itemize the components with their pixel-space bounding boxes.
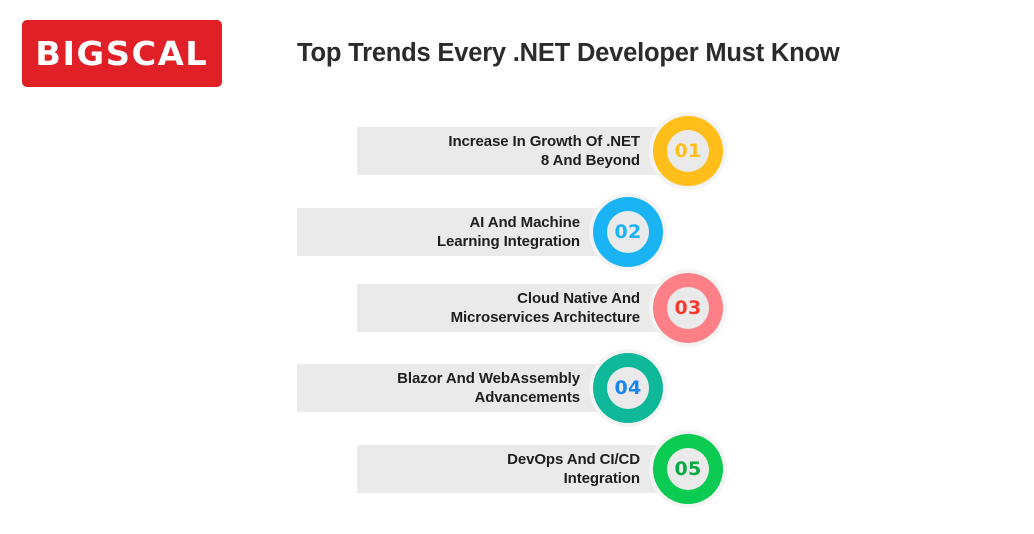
trend-label: AI And Machine Learning Integration (436, 213, 580, 251)
trend-bar: DevOps And CI/CD Integration (357, 445, 688, 493)
trend-row: AI And Machine Learning Integration 02 (297, 193, 667, 271)
trend-label: Blazor And WebAssembly Advancements (397, 369, 580, 407)
trend-row: DevOps And CI/CD Integration 05 (357, 430, 727, 508)
page-title: Top Trends Every .NET Developer Must Kno… (297, 39, 840, 67)
trend-number-badge: 05 (649, 430, 727, 508)
trend-bar: Increase In Growth Of .NET 8 And Beyond (357, 127, 688, 175)
trend-row: Blazor And WebAssembly Advancements 04 (297, 349, 667, 427)
trend-bar: Blazor And WebAssembly Advancements (297, 364, 628, 412)
trend-number-ring: 05 (653, 434, 723, 504)
trend-number-ring: 03 (653, 273, 723, 343)
trend-number-inner: 02 (607, 211, 649, 253)
trend-number-inner: 05 (667, 448, 709, 490)
trend-number-badge: 03 (649, 269, 727, 347)
trend-number-badge: 01 (649, 112, 727, 190)
trend-row: Increase In Growth Of .NET 8 And Beyond … (357, 112, 727, 190)
trend-number-ring: 04 (593, 353, 663, 423)
trend-number-inner: 04 (607, 367, 649, 409)
trend-bar: AI And Machine Learning Integration (297, 208, 628, 256)
trend-row: Cloud Native And Microservices Architect… (357, 269, 727, 347)
trend-bar: Cloud Native And Microservices Architect… (357, 284, 688, 332)
trend-number-badge: 04 (589, 349, 667, 427)
trend-label: DevOps And CI/CD Integration (507, 450, 640, 488)
trend-number-text: 01 (674, 140, 702, 162)
trend-number-text: 03 (674, 297, 702, 319)
trend-number-ring: 02 (593, 197, 663, 267)
trend-number-text: 04 (614, 377, 642, 399)
trend-label: Cloud Native And Microservices Architect… (450, 289, 641, 327)
trend-label: Increase In Growth Of .NET 8 And Beyond (448, 132, 640, 170)
trend-number-text: 05 (674, 458, 702, 480)
trend-number-text: 02 (614, 221, 642, 243)
brand-logo: BIGSCAL (22, 20, 222, 87)
trend-number-badge: 02 (589, 193, 667, 271)
brand-logo-text: BIGSCAL (35, 34, 209, 73)
trend-number-ring: 01 (653, 116, 723, 186)
trend-number-inner: 03 (667, 287, 709, 329)
trend-number-inner: 01 (667, 130, 709, 172)
